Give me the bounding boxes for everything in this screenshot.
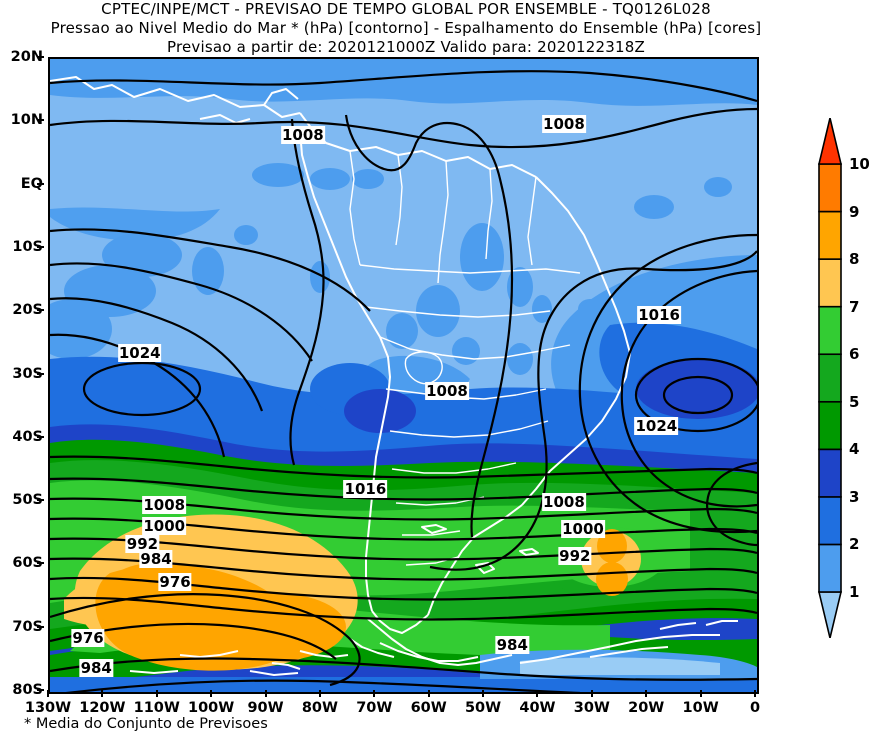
longitude-tick-label: 80W [301, 700, 339, 716]
colorbar-band [818, 258, 842, 308]
colorbar-band [818, 305, 842, 356]
latitude-tick-label: 50S [12, 492, 43, 509]
longitude-tick-mark [754, 690, 756, 697]
colorbar-tick-label: 1 [849, 583, 860, 601]
longitude-tick-mark [47, 690, 49, 697]
contour-layer [50, 70, 757, 692]
colorbar-band [818, 400, 842, 451]
latitude-tick-mark [37, 625, 44, 628]
colorbar[interactable]: 1 2 3 4 5 6 7 8 9 10 [815, 117, 869, 639]
longitude-tick-label: 30W [573, 700, 610, 716]
longitude-tick-label: 50W [464, 700, 502, 716]
longitude-tick-mark [373, 690, 376, 697]
colorbar-band [818, 210, 842, 260]
latitude-tick-mark [37, 119, 44, 122]
latitude-tick-mark [37, 309, 44, 312]
longitude-tick-label: 120W [79, 700, 126, 716]
colorbar-tick-label: 2 [849, 535, 860, 554]
latitude-tick-mark [37, 435, 44, 438]
longitude-tick-mark [210, 690, 213, 697]
colorbar-over-arrow [817, 117, 843, 165]
longitude-tick-mark [699, 690, 702, 697]
latitude-tick-label: 10S [12, 238, 43, 255]
latitude-tick-mark [37, 689, 44, 691]
longitude-tick-label: 110W [133, 700, 180, 716]
latitude-axis: 20N 10N EQ 10S 20S 30S 40S 50S 60S 70S 80S [0, 49, 44, 698]
longitude-tick-mark [318, 690, 321, 697]
longitude-axis: 130W 120W 110W 100W 90W 80W 70W 60W 50W 40W 30W 20W… [25, 690, 760, 716]
longitude-tick-label: 40W [519, 700, 556, 716]
colorbar-tick-label: 3 [849, 487, 860, 506]
colorbar-tick-label: 8 [849, 250, 860, 269]
latitude-tick-mark [37, 182, 44, 185]
longitude-tick-mark [101, 690, 104, 697]
latitude-tick-label: 20S [12, 302, 43, 319]
latitude-tick-label: 80S [12, 682, 43, 698]
longitude-tick-label: 100W [188, 700, 235, 716]
colorbar-tick-label: 10 [849, 155, 869, 173]
latitude-tick-label: 70S [12, 618, 43, 635]
colorbar-under-arrow [817, 591, 843, 639]
footer-note: * Media do Conjunto de Previsoes [24, 716, 268, 732]
longitude-tick-mark [427, 690, 430, 697]
colorbar-tick-label: 4 [849, 440, 860, 459]
longitude-tick-mark [155, 690, 158, 697]
longitude-tick-label: 20W [628, 700, 665, 716]
longitude-tick-label: 10W [682, 700, 719, 716]
longitude-tick-mark [536, 690, 539, 697]
longitude-tick-mark [590, 690, 593, 697]
colorbar-band [818, 496, 842, 546]
map-canvas [50, 59, 757, 692]
latitude-tick-label: 10N [10, 112, 43, 129]
map-plot-area[interactable]: 1008 1008 1016 1024 1024 1008 1016 1008 1000 992 9… [48, 57, 759, 694]
title-block: CPTEC/INPE/MCT - PREVISAO DE TEMPO GLOBA… [0, 0, 812, 57]
latitude-tick-mark [37, 562, 44, 565]
latitude-tick-mark [37, 56, 44, 58]
colorbar-band [818, 543, 842, 593]
header-line-3: Previsao a partir de: 2020121000Z Valido… [166, 38, 645, 56]
longitude-tick-label: 70W [356, 700, 393, 716]
colorbar-swatches [817, 117, 843, 639]
colorbar-band [818, 448, 842, 498]
longitude-tick-mark [264, 690, 267, 697]
header-line-1: CPTEC/INPE/MCT - PREVISAO DE TEMPO GLOBA… [101, 0, 711, 18]
colorbar-band [818, 163, 842, 213]
longitude-tick-label: 130W [24, 700, 72, 716]
longitude-tick-label: 0 [749, 700, 761, 716]
header-line-2: Pressao ao Nivel Medio do Mar * (hPa) [c… [50, 19, 762, 37]
longitude-tick-label: 60W [410, 700, 447, 716]
latitude-tick-mark [37, 245, 44, 248]
colorbar-tick-label: 7 [849, 297, 860, 316]
latitude-tick-label: 60S [12, 555, 43, 572]
latitude-tick-mark [37, 499, 44, 502]
latitude-tick-mark [37, 372, 44, 375]
longitude-tick-label: 90W [247, 700, 284, 716]
colorbar-tick-label: 5 [849, 392, 860, 411]
latitude-tick-label: 30S [12, 365, 43, 382]
latitude-tick-label: EQ [20, 175, 43, 192]
longitude-tick-mark [645, 690, 648, 697]
latitude-tick-label: 40S [12, 428, 43, 445]
longitude-tick-mark [482, 690, 485, 697]
colorbar-tick-label: 9 [849, 202, 860, 221]
colorbar-tick-label: 6 [849, 345, 860, 364]
latitude-tick-label: 20N [10, 49, 43, 65]
colorbar-band [818, 353, 842, 403]
